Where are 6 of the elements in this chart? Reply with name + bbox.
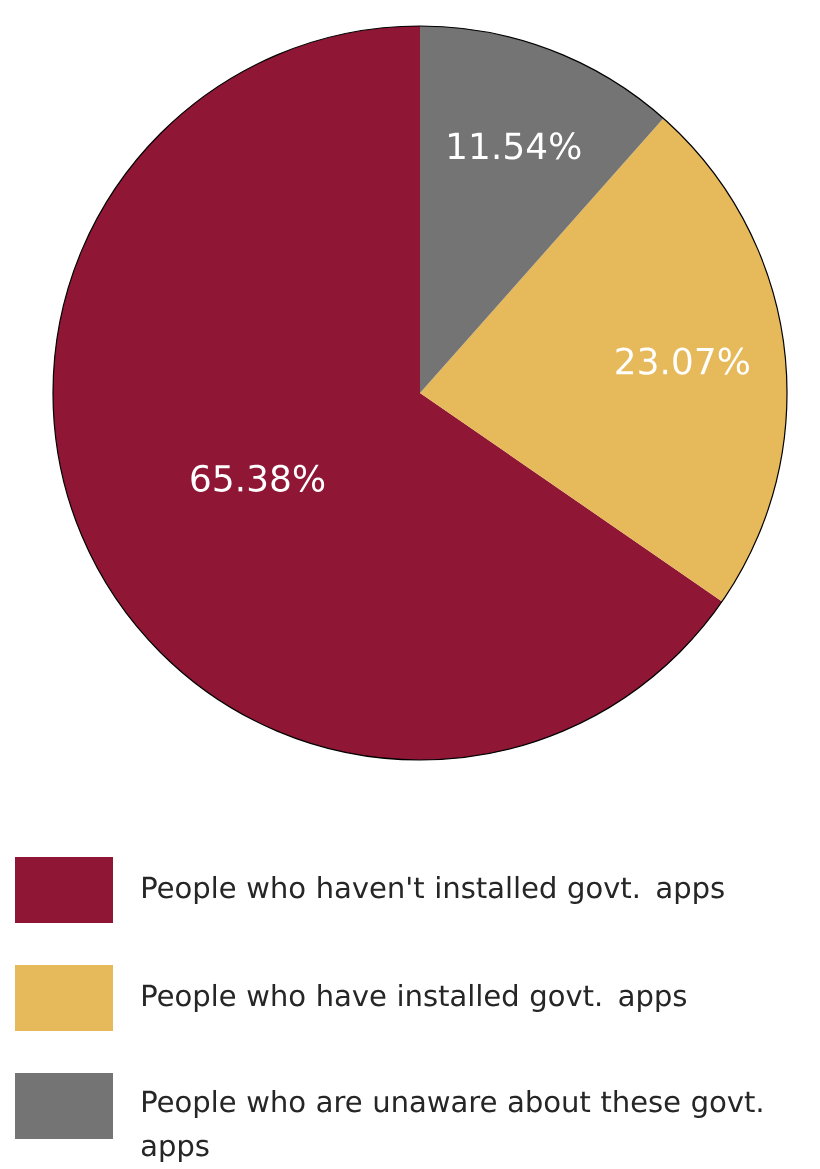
- legend-label: People who have installed govt. apps: [143, 983, 687, 1013]
- data-label: 23.07%: [616, 347, 749, 375]
- legend-label: People who haven't installed govt. apps: [143, 875, 724, 905]
- data-label: 11.54%: [449, 132, 581, 160]
- legend-label: People who are unaware about these govt. apps: [141, 1089, 762, 1163]
- data-label: 65.38%: [191, 464, 325, 492]
